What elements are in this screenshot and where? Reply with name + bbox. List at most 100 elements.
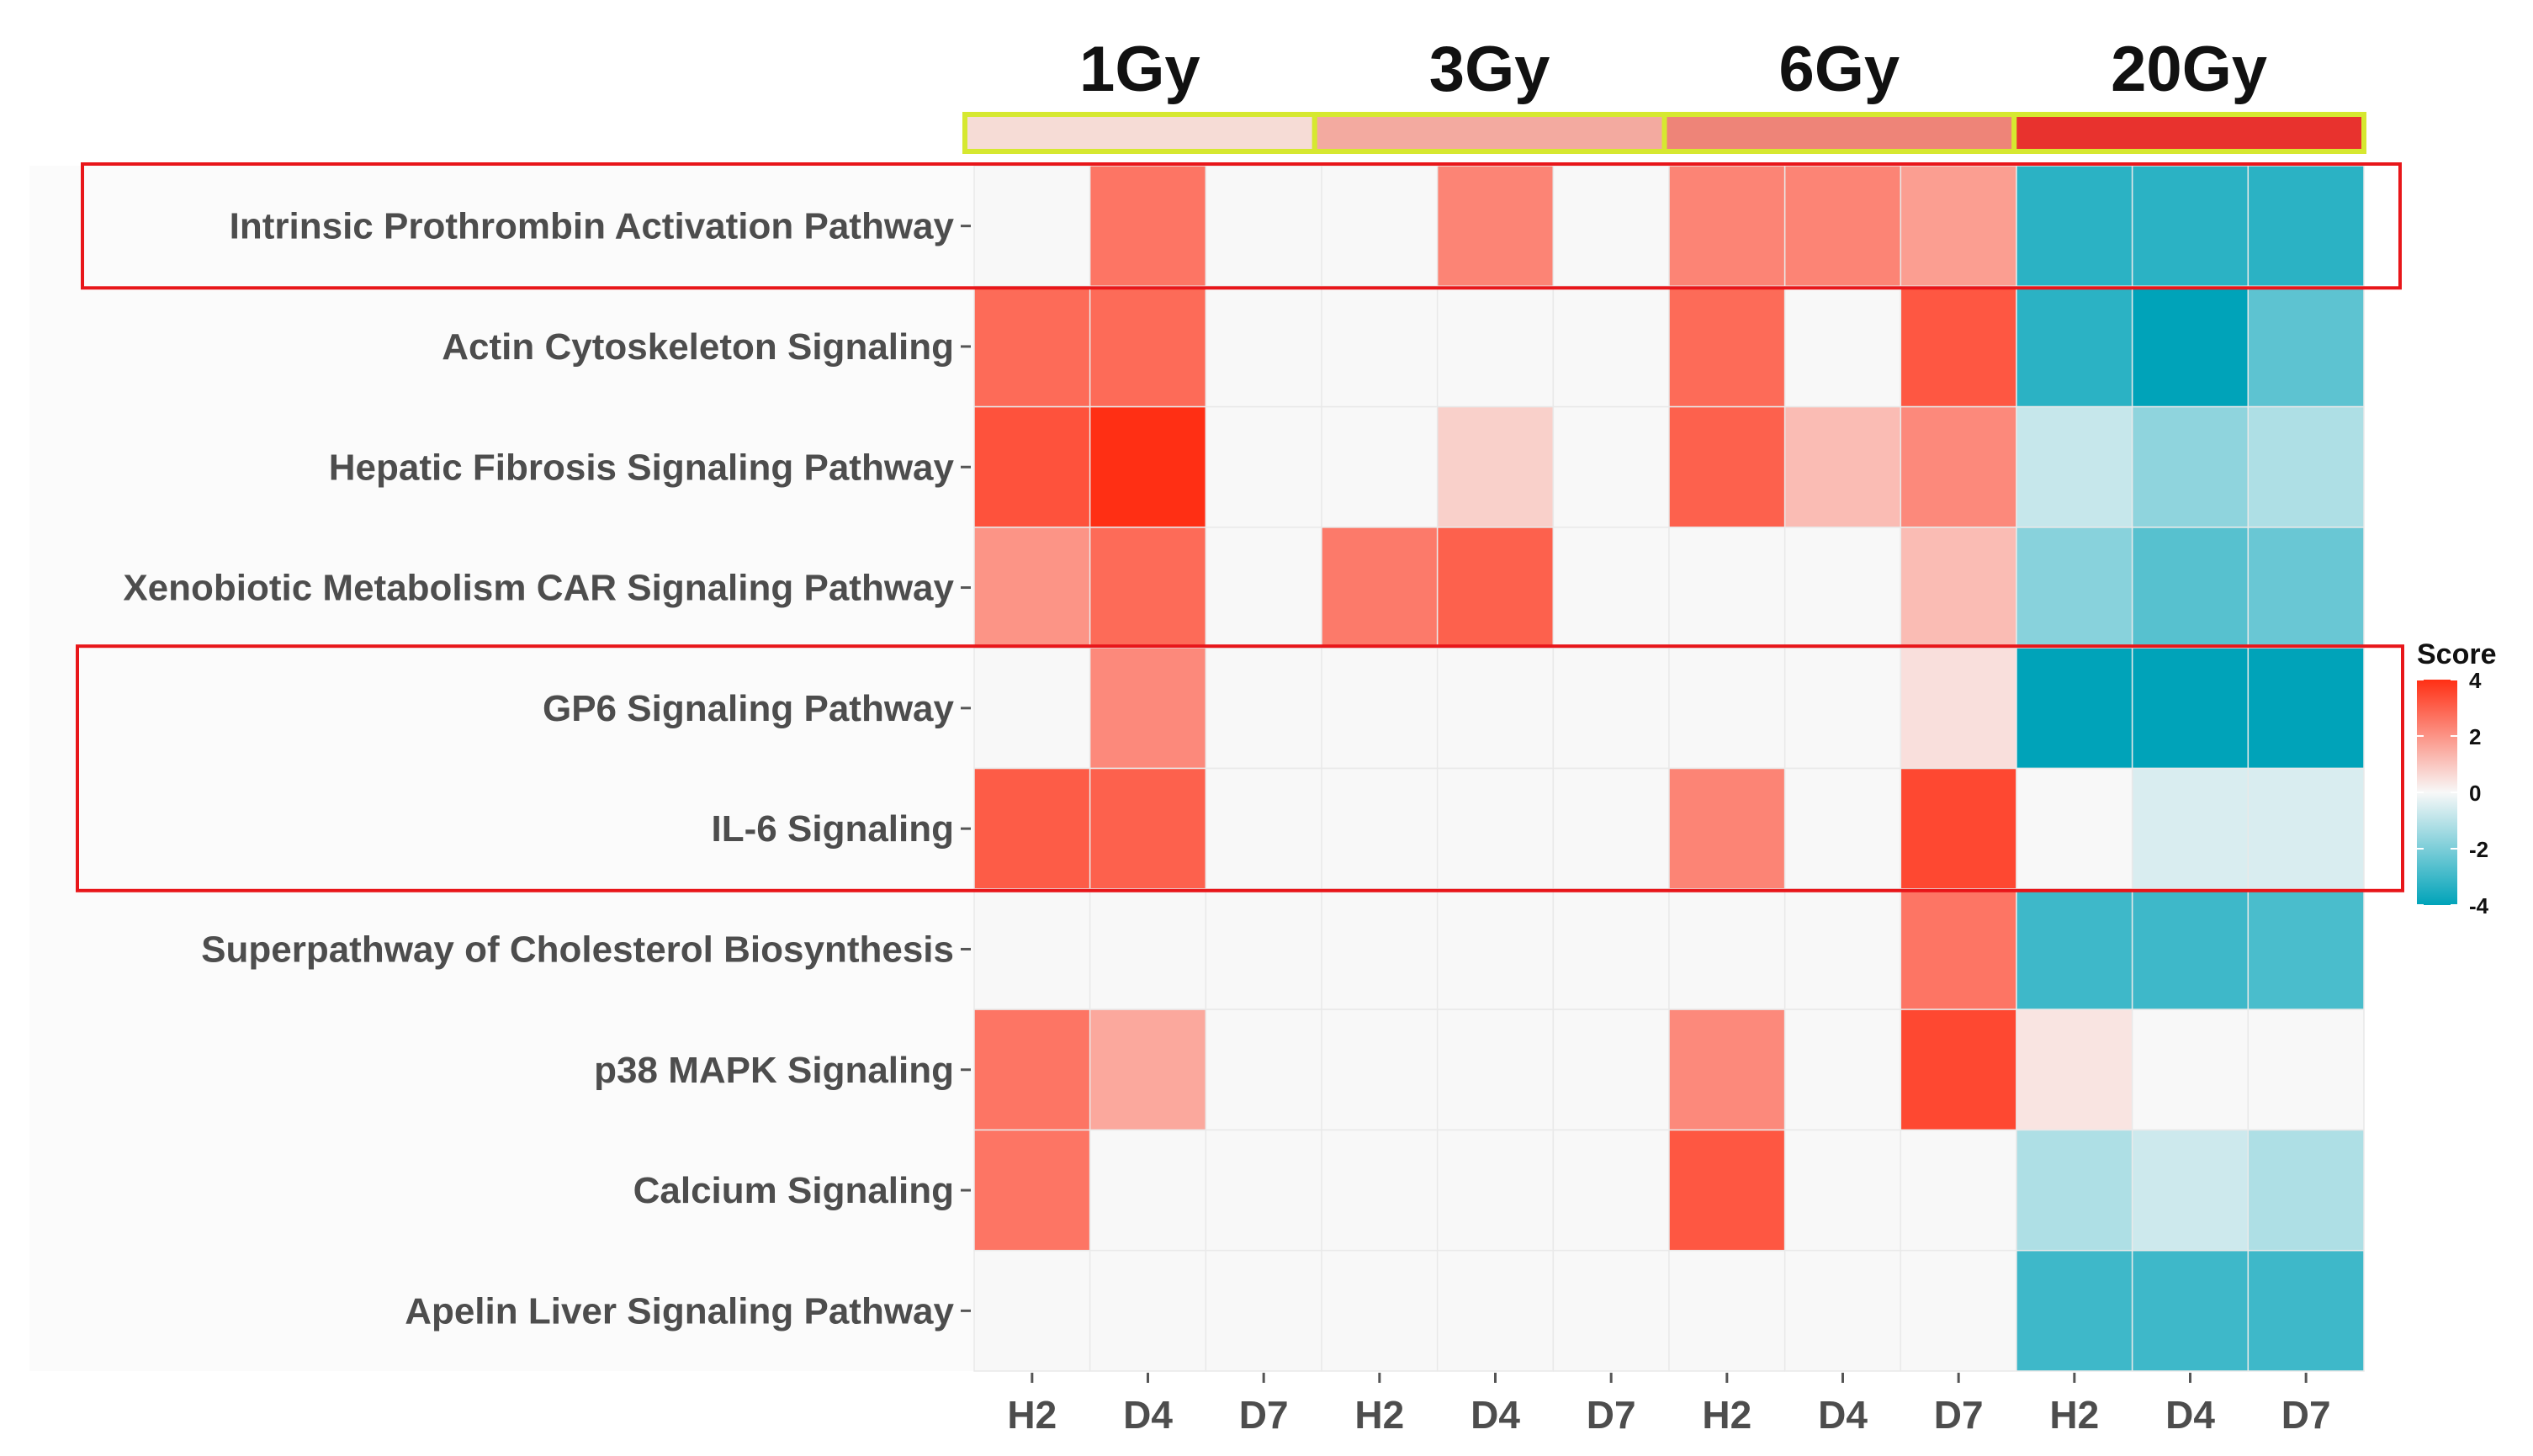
heatmap-cell: [1321, 647, 1439, 770]
heatmap-cell: [1205, 1249, 1322, 1372]
heatmap-cell: [973, 647, 1091, 770]
column-label: D7: [2281, 1393, 2331, 1437]
heatmap-cell: [1900, 405, 2017, 528]
heatmap-cells: [29, 165, 2365, 1372]
heatmap-cell: [1436, 1249, 1555, 1372]
heatmap-cell: [1668, 767, 1786, 890]
heatmap-cell: [2247, 888, 2365, 1010]
heatmap-cell: [1321, 527, 1439, 649]
heatmap-cell: [1205, 1129, 1322, 1252]
heatmap-cell: [1552, 1129, 1670, 1252]
heatmap-cell: [1205, 285, 1322, 408]
heatmap-cell: [1205, 1009, 1322, 1131]
heatmap-cell: [1089, 285, 1207, 408]
heatmap-cell: [2131, 1009, 2249, 1131]
heatmap-cell: [1089, 1009, 1207, 1131]
heatmap-cell: [2247, 767, 2365, 890]
heatmap-cell: [1900, 285, 2017, 408]
heatmap-cell: [1089, 767, 1207, 890]
heatmap-cell: [1089, 405, 1207, 528]
column-label: H2: [2049, 1393, 2099, 1437]
heatmap-cell: [2247, 1249, 2365, 1372]
dose-group-label: 20Gy: [2111, 34, 2267, 105]
heatmap-cell: [1552, 888, 1670, 1010]
row-label: Intrinsic Prothrombin Activation Pathway: [230, 206, 955, 247]
heatmap-cell: [1668, 647, 1786, 770]
column-labels: H2 D4 D7 H2 D4 D7 H2 D4 D7 H2 D4 D7: [1007, 1373, 2331, 1437]
heatmap-cell: [1900, 647, 2017, 770]
legend-tick-label: -4: [2469, 893, 2489, 919]
dose-group-bar: [1661, 112, 2017, 154]
heatmap-cell: [973, 1009, 1091, 1131]
heatmap-cell: [1436, 888, 1555, 1010]
heatmap-cell: [1783, 647, 1902, 770]
column-label: H2: [1354, 1393, 1404, 1437]
row-label: p38 MAPK Signaling: [594, 1050, 954, 1091]
heatmap-cell: [1900, 767, 2017, 890]
heatmap-cell: [1089, 888, 1207, 1010]
heatmap-cell: [1552, 165, 1670, 288]
column-label: H2: [1702, 1393, 1751, 1437]
heatmap-cell: [1436, 1009, 1555, 1131]
heatmap-cell: [1321, 888, 1439, 1010]
heatmap-cell: [1436, 165, 1555, 288]
heatmap-cell: [1436, 647, 1555, 770]
column-label: D7: [1587, 1393, 1636, 1437]
row-label: Actin Cytoskeleton Signaling: [442, 326, 954, 368]
heatmap-cell: [1783, 165, 1902, 288]
heatmap-cell: [2016, 1129, 2133, 1252]
dose-group-bar: [1312, 112, 1667, 154]
row-label: Xenobiotic Metabolism CAR Signaling Path…: [123, 568, 954, 609]
heatmap-cell: [2131, 1129, 2249, 1252]
legend-title: Score: [2417, 638, 2497, 670]
heatmap-cell: [2131, 285, 2249, 408]
heatmap-cell: [1436, 767, 1555, 890]
heatmap-cell: [1900, 1129, 2017, 1252]
heatmap-cell: [2131, 647, 2249, 770]
heatmap-cell: [1321, 285, 1439, 408]
heatmap-cell: [1205, 527, 1322, 649]
heatmap-cell: [1321, 405, 1439, 528]
heatmap-cell: [2247, 527, 2365, 649]
heatmap-cell: [1321, 1129, 1439, 1252]
heatmap-cell: [1205, 888, 1322, 1010]
legend-tick-label: -2: [2469, 837, 2488, 862]
heatmap-cell: [1668, 1249, 1786, 1372]
heatmap-cell: [2131, 767, 2249, 890]
heatmap-cell: [1900, 1249, 2017, 1372]
heatmap-cell: [2016, 1009, 2133, 1131]
heatmap-cell: [2247, 1009, 2365, 1131]
heatmap-cell: [1783, 767, 1902, 890]
row-label: Hepatic Fibrosis Signaling Pathway: [329, 447, 955, 488]
heatmap-cell: [973, 1249, 1091, 1372]
heatmap-cell: [2016, 767, 2133, 890]
heatmap-cell: [1783, 1129, 1902, 1252]
heatmap-cell: [1205, 647, 1322, 770]
heatmap-cell: [2016, 1249, 2133, 1372]
heatmap-cell: [1089, 527, 1207, 649]
heatmap-cell: [1783, 285, 1902, 408]
column-label: D4: [1471, 1393, 1520, 1437]
heatmap-cell: [1436, 285, 1555, 408]
row-labels: Intrinsic Prothrombin Activation Pathway…: [123, 206, 971, 1332]
column-label: D7: [1239, 1393, 1289, 1437]
legend-tick-label: 2: [2469, 724, 2481, 749]
heatmap-cell: [2247, 647, 2365, 770]
heatmap-cell: [1436, 527, 1555, 649]
dose-group-label: 3Gy: [1429, 34, 1550, 105]
row-label: GP6 Signaling Pathway: [543, 688, 955, 729]
heatmap-cell: [1668, 165, 1786, 288]
heatmap-cell: [1783, 527, 1902, 649]
heatmap-cell: [1436, 1129, 1555, 1252]
heatmap-cell: [2131, 888, 2249, 1010]
dose-group-label: 6Gy: [1779, 34, 1900, 105]
heatmap-cell: [973, 405, 1091, 528]
heatmap-cell: [1552, 285, 1670, 408]
heatmap-cell: [1552, 1009, 1670, 1131]
heatmap-cell: [2131, 527, 2249, 649]
legend-tick-label: 0: [2469, 781, 2481, 806]
heatmap-cell: [1436, 405, 1555, 528]
heatmap-cell: [1783, 1009, 1902, 1131]
